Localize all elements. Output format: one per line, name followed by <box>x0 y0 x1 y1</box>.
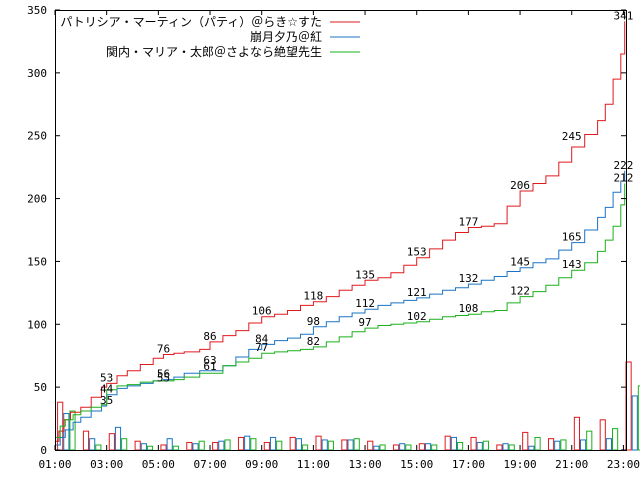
data-label: 222 <box>613 159 633 172</box>
data-label: 177 <box>458 215 478 228</box>
y-tick-label: 250 <box>27 130 47 143</box>
data-label: 165 <box>562 231 582 244</box>
x-axis: 01:00 03:00 05:00 07:00 09:00 11:00 13:00 15:00… <box>38 10 640 471</box>
x-tick-label: 07:00 <box>193 458 226 471</box>
data-label: 145 <box>510 256 530 269</box>
hourly-bar <box>631 395 638 451</box>
data-label: 212 <box>613 171 633 184</box>
data-label: 121 <box>407 286 427 299</box>
hourly-bar <box>637 385 640 451</box>
series-line <box>55 21 626 442</box>
data-label: 341 <box>613 9 633 22</box>
data-label: 97 <box>358 316 371 329</box>
series-line <box>55 170 626 446</box>
y-tick-label: 100 <box>27 318 47 331</box>
data-label: 106 <box>252 305 272 318</box>
data-label: 108 <box>458 302 478 315</box>
x-tick-label: 13:00 <box>348 458 381 471</box>
y-tick-label: 300 <box>27 67 47 80</box>
legend-label: 崩月夕乃＠紅 <box>250 30 322 44</box>
data-label: 53 <box>100 371 113 384</box>
x-tick-label: 19:00 <box>504 458 537 471</box>
y-tick-label: 350 <box>27 4 47 17</box>
legend-label: 関内・マリア・太郎＠さよなら絶望先生 <box>106 44 322 59</box>
y-tick-label: 0 <box>40 444 47 457</box>
data-label: 143 <box>562 258 582 271</box>
legend-label: パトリシア・マーティン（パティ）＠らき☆すた <box>60 15 322 29</box>
y-tick-label: 50 <box>34 381 47 394</box>
data-label: 98 <box>307 315 320 328</box>
data-label: 132 <box>458 272 478 285</box>
data-label: 118 <box>303 290 323 303</box>
data-label: 56 <box>157 368 170 381</box>
data-label: 206 <box>510 179 530 192</box>
data-label: 76 <box>157 342 170 355</box>
series-line <box>55 183 626 438</box>
x-tick-label: 21:00 <box>555 458 588 471</box>
data-label: 102 <box>407 310 427 323</box>
data-label: 63 <box>203 354 216 367</box>
data-label: 245 <box>562 130 582 143</box>
data-label: 77 <box>255 341 268 354</box>
data-label: 35 <box>100 394 113 407</box>
cumulative-lines <box>55 21 626 446</box>
y-tick-label: 200 <box>27 193 47 206</box>
x-tick-label: 03:00 <box>90 458 123 471</box>
data-label: 61 <box>203 360 216 373</box>
plot-frame <box>55 10 627 451</box>
data-label: 44 <box>100 383 114 396</box>
x-tick-label: 15:00 <box>400 458 433 471</box>
data-label: 82 <box>307 335 320 348</box>
x-tick-label: 09:00 <box>245 458 278 471</box>
x-tick-label: 11:00 <box>297 458 330 471</box>
data-label: 112 <box>355 297 375 310</box>
data-label: 86 <box>203 330 216 343</box>
data-label: 122 <box>510 285 530 298</box>
y-tick-label: 150 <box>27 255 47 268</box>
x-tick-label: 17:00 <box>452 458 485 471</box>
data-label: 84 <box>255 332 269 345</box>
data-label: 55 <box>157 371 170 384</box>
legend: パトリシア・マーティン（パティ）＠らき☆すた崩月夕乃＠紅関内・マリア・太郎＠さよ… <box>60 15 360 59</box>
y-axis: 0 50 100 150 200 250 300 350 <box>27 4 626 457</box>
x-tick-label: 01:00 <box>38 458 71 471</box>
data-label: 135 <box>355 268 375 281</box>
x-tick-label: 05:00 <box>142 458 175 471</box>
data-label: 153 <box>407 246 427 259</box>
x-tick-label: 23:00 <box>607 458 640 471</box>
